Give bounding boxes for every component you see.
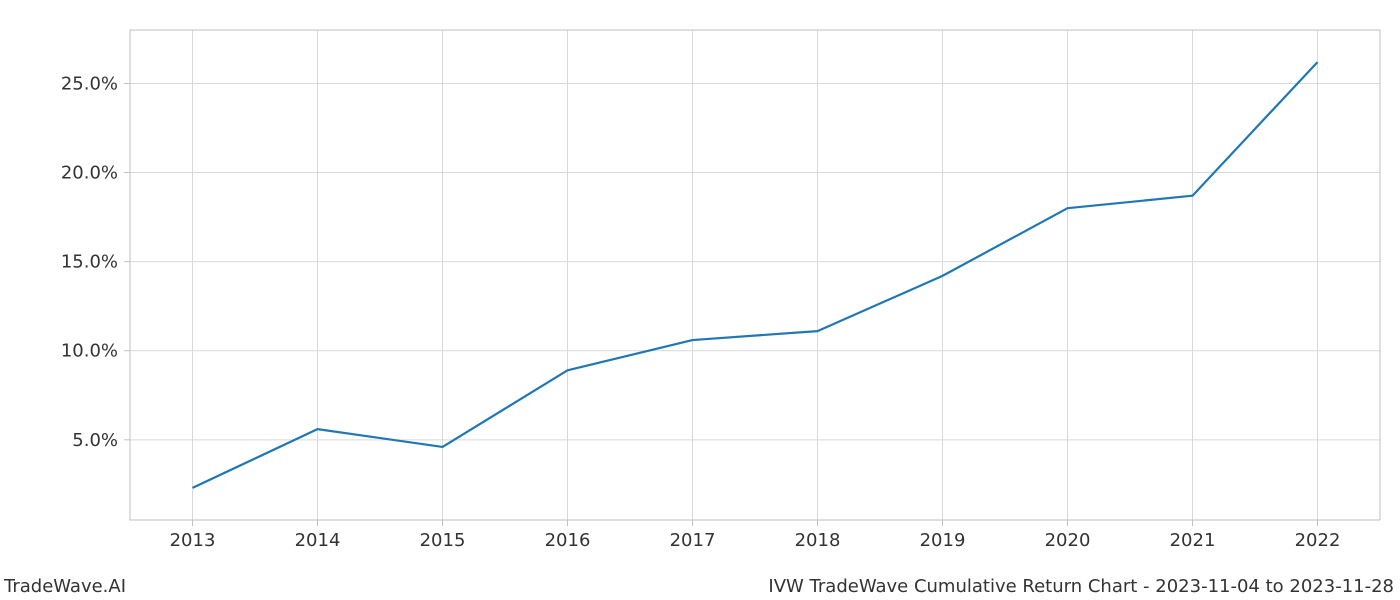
line-chart-svg: 2013 2014 2015 2016 2017 2018 2019 2020 2021 2022…	[0, 0, 1400, 600]
x-tick-label: 2017	[670, 530, 716, 551]
x-tick-label: 2014	[295, 530, 341, 551]
y-tick-label: 15.0%	[61, 252, 118, 273]
y-tick-label: 5.0%	[72, 430, 118, 451]
x-tick-label: 2022	[1295, 530, 1341, 551]
chart-container: 2013 2014 2015 2016 2017 2018 2019 2020 2021 2022…	[0, 0, 1400, 600]
footer-right-text: IVW TradeWave Cumulative Return Chart - …	[768, 576, 1394, 597]
x-tick-label: 2021	[1170, 530, 1216, 551]
x-tick-label: 2018	[795, 530, 841, 551]
x-tick-label: 2013	[170, 530, 216, 551]
y-tick-label: 25.0%	[61, 73, 118, 94]
footer-left-text: TradeWave.AI	[3, 576, 126, 597]
y-tick-label: 10.0%	[61, 341, 118, 362]
chart-background	[0, 0, 1400, 600]
x-tick-label: 2016	[545, 530, 591, 551]
x-tick-label: 2020	[1045, 530, 1091, 551]
x-tick-label: 2019	[920, 530, 966, 551]
y-tick-label: 20.0%	[61, 163, 118, 184]
x-tick-label: 2015	[420, 530, 466, 551]
